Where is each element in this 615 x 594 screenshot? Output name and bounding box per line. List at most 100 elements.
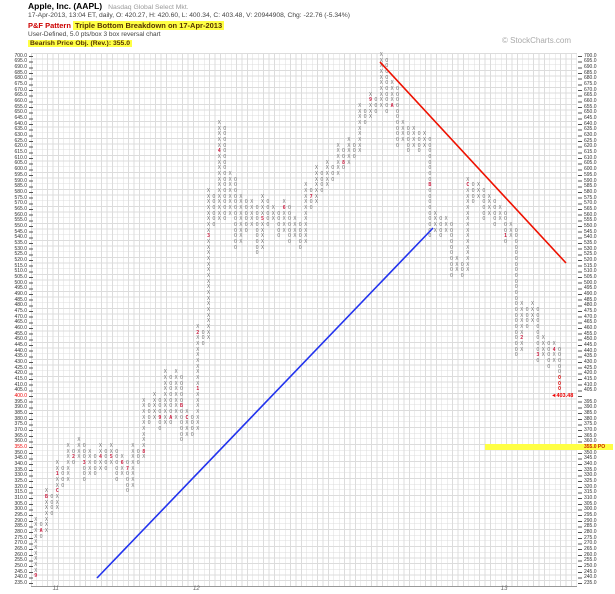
- price-label-left: 325.0: [14, 477, 27, 484]
- pf-box: X: [304, 199, 308, 206]
- pf-box: O: [428, 165, 432, 172]
- price-label-right: 345.0: [584, 455, 597, 462]
- pf-box: X: [217, 142, 221, 149]
- price-label-left: 235.0: [14, 579, 27, 586]
- pf-box: O: [482, 216, 486, 223]
- pf-box: X: [206, 335, 210, 342]
- pf-box: X: [196, 375, 200, 382]
- pf-box: O: [287, 216, 291, 223]
- pf-box: X: [228, 188, 232, 195]
- price-label-left: 600.0: [14, 166, 27, 173]
- pf-box: X: [228, 171, 232, 178]
- pf-box: X: [44, 528, 48, 535]
- pf-box: X: [55, 477, 59, 484]
- pf-box: X: [520, 324, 524, 331]
- price-label-right: 405.0: [584, 387, 597, 394]
- pf-box: X: [217, 171, 221, 178]
- pf-box: O: [212, 210, 216, 217]
- price-label-right: 650.0: [584, 109, 597, 116]
- pf-box: X: [131, 465, 135, 472]
- pf-box: X: [206, 273, 210, 280]
- price-label-right: 540.0: [584, 234, 597, 241]
- pf-box: X: [196, 358, 200, 365]
- price-label-right: 260.0: [584, 551, 597, 558]
- price-label-left: 380.0: [14, 415, 27, 422]
- pf-box: X: [217, 205, 221, 212]
- pf-box: X: [55, 460, 59, 467]
- symbol-title: Apple, Inc. (AAPL): [28, 1, 103, 11]
- pf-box: O: [233, 199, 237, 206]
- pf-box: O: [514, 312, 518, 319]
- last-price-annotation: ◄403.48: [551, 392, 574, 399]
- pf-box: O: [71, 448, 75, 455]
- pf-box: X: [206, 188, 210, 195]
- price-label-right: 580.0: [584, 188, 597, 195]
- price-label-right: 385.0: [584, 409, 597, 416]
- pf-box: O: [514, 284, 518, 291]
- pf-box: X: [206, 267, 210, 274]
- pf-box: 6: [282, 205, 286, 212]
- pf-box: O: [212, 193, 216, 200]
- pf-box: X: [260, 244, 264, 251]
- price-label-left: 335.0: [14, 466, 27, 473]
- price-label-left: 670.0: [14, 86, 27, 93]
- price-label-left: 490.0: [14, 290, 27, 297]
- price-label-left: 595.0: [14, 171, 27, 178]
- price-label-right: 320.0: [584, 483, 597, 490]
- pf-box: X: [379, 52, 383, 58]
- pf-box: X: [206, 239, 210, 246]
- pf-box: O: [514, 290, 518, 297]
- pf-box: X: [228, 205, 232, 212]
- pf-box: O: [190, 431, 194, 438]
- price-label-right: 240.0: [584, 574, 597, 581]
- price-label-right: 305.0: [584, 500, 597, 507]
- pf-box: X: [520, 329, 524, 336]
- pf-box: X: [228, 199, 232, 206]
- pf-box: X: [88, 460, 92, 467]
- pf-box: X: [239, 205, 243, 212]
- price-label-right: 575.0: [584, 194, 597, 201]
- price-label-right: 605.0: [584, 160, 597, 167]
- pf-box: O: [493, 222, 497, 229]
- pf-box: O: [503, 210, 507, 217]
- pf-box: X: [239, 239, 243, 246]
- pf-box: O: [536, 312, 540, 319]
- price-label-left: 295.0: [14, 511, 27, 518]
- pf-box: X: [88, 454, 92, 461]
- price-label-right: 595.0: [584, 171, 597, 178]
- pf-box: X: [325, 159, 329, 166]
- pf-box: X: [217, 137, 221, 144]
- pf-box: X: [325, 176, 329, 183]
- pf-box: X: [347, 159, 351, 166]
- price-label-right: 535.0: [584, 239, 597, 246]
- pf-box: X: [336, 159, 340, 166]
- price-label-left: 245.0: [14, 568, 27, 575]
- pf-box: X: [541, 346, 545, 353]
- quote-line: 17-Apr-2013, 13:04 ET, daily, O: 420.27,…: [28, 12, 350, 19]
- price-label-left: 625.0: [14, 137, 27, 144]
- pf-box: 4: [217, 148, 221, 155]
- pf-box: X: [271, 216, 275, 223]
- pf-box: X: [217, 131, 221, 138]
- pf-box: O: [514, 324, 518, 331]
- pf-box: X: [66, 443, 70, 450]
- price-label-right: 640.0: [584, 120, 597, 127]
- price-label-left: 415.0: [14, 375, 27, 382]
- price-label-right: 505.0: [584, 273, 597, 280]
- price-label-right: 520.0: [584, 256, 597, 263]
- pf-box: O: [428, 159, 432, 166]
- pf-box: X: [34, 539, 38, 546]
- pf-box: O: [374, 103, 378, 109]
- pf-box: X: [541, 335, 545, 342]
- pf-box: X: [520, 346, 524, 353]
- pf-box: X: [34, 556, 38, 563]
- pf-box: X: [336, 142, 340, 149]
- price-label-right: 280.0: [584, 528, 597, 535]
- pf-box: X: [34, 567, 38, 574]
- price-label-left: 535.0: [14, 239, 27, 246]
- pf-box: O: [244, 222, 248, 229]
- pf-box: O: [179, 437, 183, 444]
- price-label-left: 635.0: [14, 126, 27, 133]
- pf-box: O: [179, 392, 183, 399]
